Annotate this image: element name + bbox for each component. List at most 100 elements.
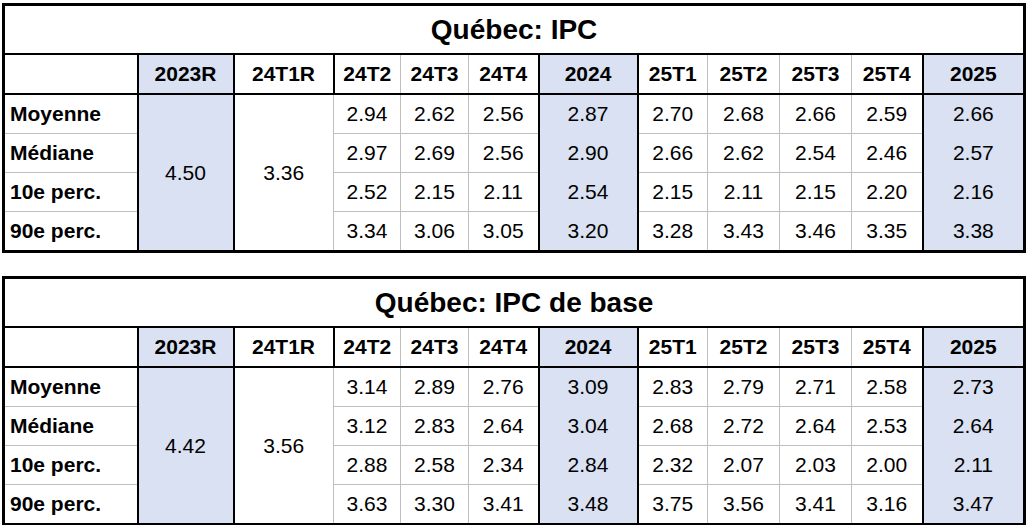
merged-cell-2023R: 4.42 (138, 367, 234, 525)
cell: 3.38 (923, 212, 1025, 252)
column-header-25T2: 25T2 (708, 54, 780, 94)
cell: 3.28 (638, 212, 708, 252)
cell: 2.54 (539, 173, 638, 212)
table-title-row: Québec: IPC (4, 5, 1025, 55)
table-title-row: Québec: IPC de base (4, 278, 1025, 328)
cell: 2.87 (539, 94, 638, 134)
column-header-25T1: 25T1 (638, 54, 708, 94)
cell: 3.41 (780, 485, 852, 525)
cell: 2.32 (638, 446, 708, 485)
column-header-2023R: 2023R (138, 54, 234, 94)
cell: 2.66 (923, 94, 1025, 134)
cell: 2.46 (852, 134, 923, 173)
cell: 2.52 (334, 173, 401, 212)
cell: 2.54 (780, 134, 852, 173)
cell: 2.97 (334, 134, 401, 173)
table-title: Québec: IPC (4, 5, 1025, 55)
cell: 3.41 (469, 485, 539, 525)
cell: 2.34 (469, 446, 539, 485)
column-header-row: 2023R 24T1R 24T2 24T3 24T4 2024 25T1 25T… (4, 327, 1025, 367)
cell: 2.71 (780, 367, 852, 407)
cell: 2.66 (638, 134, 708, 173)
column-header-24T3: 24T3 (401, 54, 469, 94)
cell: 2.00 (852, 446, 923, 485)
column-header-2025: 2025 (923, 54, 1025, 94)
column-header-24T1R: 24T1R (234, 54, 334, 94)
cell: 3.20 (539, 212, 638, 252)
cell: 3.63 (334, 485, 401, 525)
cell: 2.89 (401, 367, 469, 407)
cell: 3.12 (334, 407, 401, 446)
cell: 2.16 (923, 173, 1025, 212)
cell: 3.34 (334, 212, 401, 252)
cell: 3.30 (401, 485, 469, 525)
merged-cell-2023R: 4.50 (138, 94, 234, 252)
cell: 2.15 (638, 173, 708, 212)
cell: 2.03 (780, 446, 852, 485)
row-label: Moyenne (4, 367, 138, 407)
cell: 3.14 (334, 367, 401, 407)
cell: 3.04 (539, 407, 638, 446)
cell: 2.56 (469, 94, 539, 134)
column-header-25T2: 25T2 (708, 327, 780, 367)
quebec-ipc-table: Québec: IPC 2023R 24T1R 24T2 24T3 24T4 2… (2, 3, 1026, 253)
row-label: 90e perc. (4, 212, 138, 252)
row-label: 10e perc. (4, 446, 138, 485)
cell: 2.83 (401, 407, 469, 446)
table-title: Québec: IPC de base (4, 278, 1025, 328)
cell: 2.62 (708, 134, 780, 173)
cell: 3.48 (539, 485, 638, 525)
cell: 2.84 (539, 446, 638, 485)
cell: 2.90 (539, 134, 638, 173)
row-label: 90e perc. (4, 485, 138, 525)
column-header-24T3: 24T3 (401, 327, 469, 367)
merged-cell-24T1R: 3.36 (234, 94, 334, 252)
cell: 2.73 (923, 367, 1025, 407)
cell: 2.53 (852, 407, 923, 446)
cell: 3.16 (852, 485, 923, 525)
cell: 2.83 (638, 367, 708, 407)
cell: 3.35 (852, 212, 923, 252)
table-row-moyenne: Moyenne 4.50 3.36 2.94 2.62 2.56 2.87 2.… (4, 94, 1025, 134)
column-header-25T3: 25T3 (780, 54, 852, 94)
column-header-24T1R: 24T1R (234, 327, 334, 367)
cell: 3.56 (708, 485, 780, 525)
column-header-25T3: 25T3 (780, 327, 852, 367)
cell: 2.76 (469, 367, 539, 407)
row-label: Moyenne (4, 94, 138, 134)
cell: 2.68 (638, 407, 708, 446)
cell: 2.15 (780, 173, 852, 212)
merged-cell-24T1R: 3.56 (234, 367, 334, 525)
cell: 2.94 (334, 94, 401, 134)
table-row-moyenne: Moyenne 4.42 3.56 3.14 2.89 2.76 3.09 2.… (4, 367, 1025, 407)
cell: 2.72 (708, 407, 780, 446)
cell: 2.79 (708, 367, 780, 407)
column-header-2024: 2024 (539, 327, 638, 367)
column-header-25T1: 25T1 (638, 327, 708, 367)
row-label: 10e perc. (4, 173, 138, 212)
cell: 2.68 (708, 94, 780, 134)
cell: 2.69 (401, 134, 469, 173)
cell: 2.64 (469, 407, 539, 446)
cell: 3.43 (708, 212, 780, 252)
cell: 2.57 (923, 134, 1025, 173)
cell: 3.06 (401, 212, 469, 252)
cell: 2.62 (401, 94, 469, 134)
cell: 3.05 (469, 212, 539, 252)
column-header-24T2: 24T2 (334, 327, 401, 367)
row-label: Médiane (4, 134, 138, 173)
cell: 2.11 (708, 173, 780, 212)
cell: 2.15 (401, 173, 469, 212)
column-header-24T2: 24T2 (334, 54, 401, 94)
column-header-25T4: 25T4 (852, 327, 923, 367)
cell: 2.64 (780, 407, 852, 446)
column-header-25T4: 25T4 (852, 54, 923, 94)
cell: 2.58 (401, 446, 469, 485)
column-header-row: 2023R 24T1R 24T2 24T3 24T4 2024 25T1 25T… (4, 54, 1025, 94)
column-header-blank (4, 54, 138, 94)
cell: 2.20 (852, 173, 923, 212)
cell: 2.59 (852, 94, 923, 134)
quebec-ipc-base-table: Québec: IPC de base 2023R 24T1R 24T2 24T… (2, 276, 1026, 525)
cell: 2.58 (852, 367, 923, 407)
column-header-2024: 2024 (539, 54, 638, 94)
